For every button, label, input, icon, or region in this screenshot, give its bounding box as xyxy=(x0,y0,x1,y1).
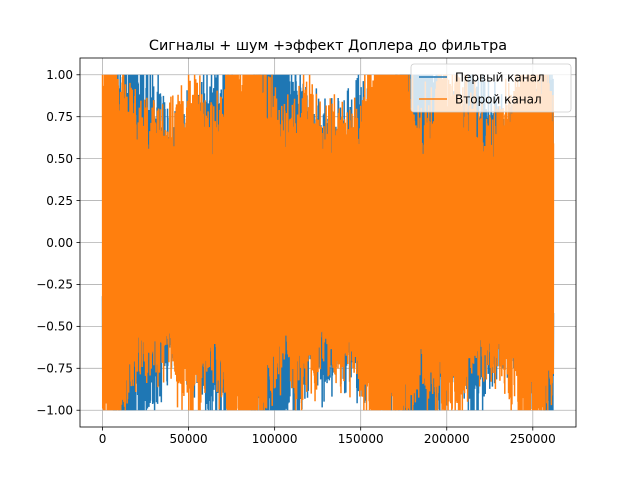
chart-title: Сигналы + шум +эффект Доплера до фильтра xyxy=(149,38,507,54)
y-tick-label: 1.00 xyxy=(46,68,73,82)
y-tick-label: −0.75 xyxy=(36,362,73,376)
legend-label-2: Второй канал xyxy=(455,92,542,106)
x-tick-label: 250000 xyxy=(510,432,556,446)
y-tick-label: 0.25 xyxy=(46,194,73,208)
x-tick-label: 100000 xyxy=(252,432,298,446)
legend-label-1: Первый канал xyxy=(455,70,545,84)
x-tick-label: 200000 xyxy=(424,432,470,446)
y-tick-label: 0.00 xyxy=(46,236,73,250)
series-line-2 xyxy=(101,74,555,411)
x-tick-label: 50000 xyxy=(170,432,208,446)
legend-box xyxy=(410,63,572,113)
axes-layer: 0 50000 100000 150000 200000 250000 1.00 0.75 0.… xyxy=(36,57,577,446)
y-tick-label: 0.75 xyxy=(46,110,73,124)
y-tick-label: −0.25 xyxy=(36,278,73,292)
y-tick-label: 0.50 xyxy=(46,152,73,166)
x-tick-label: 0 xyxy=(99,432,107,446)
y-tick-label: −1.00 xyxy=(36,404,73,418)
legend: Первый канал Второй канал xyxy=(410,63,572,113)
x-tick-label: 150000 xyxy=(338,432,384,446)
y-tick-label: −0.50 xyxy=(36,320,73,334)
